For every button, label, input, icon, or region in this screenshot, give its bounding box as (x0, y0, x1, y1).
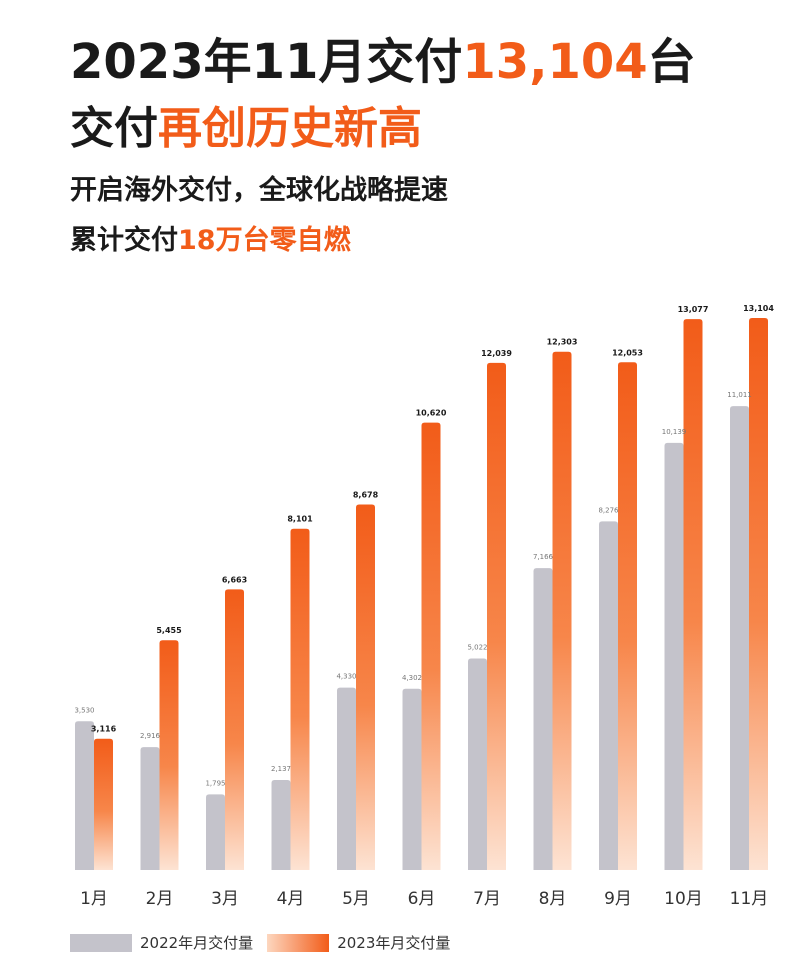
bar-2023-10 (683, 319, 703, 871)
legend-swatch-2022 (70, 933, 132, 952)
label-2023-5: 8,678 (353, 490, 379, 499)
bar-2023-2 (159, 640, 179, 870)
bar-2022-7 (468, 658, 487, 870)
label-2022-1: 3,530 (74, 706, 94, 714)
subheadline-safety-text: 18万台零自燃 (178, 225, 351, 256)
bar-2022-4 (271, 779, 291, 870)
label-2023-11: 13,104 (743, 304, 774, 313)
label-2023-1: 3,116 (91, 725, 117, 734)
bar-2023-8 (552, 351, 572, 870)
x-tick-11: 11月 (730, 889, 769, 909)
chart-value-labels: 3,530 3,116 2,916 5,455 1,795 6,663 2,137 8,101… (74, 304, 774, 787)
x-tick-9: 9月 (604, 889, 632, 909)
x-tick-1: 1月 (80, 889, 108, 909)
label-2022-8: 7,166 (533, 553, 554, 561)
label-2022-10: 10,139 (662, 428, 687, 436)
label-2023-6: 10,620 (416, 409, 447, 418)
subheadline-cumulative-prefix: 累计交付 (70, 225, 178, 256)
bar-2023-4 (290, 528, 310, 870)
bar-2023-5 (356, 504, 375, 870)
bar-2022-8 (533, 568, 553, 870)
bar-2023-11 (749, 318, 768, 870)
bar-2022-10 (664, 442, 684, 870)
legend-label-2023: 2023年月交付量 (337, 934, 451, 952)
chart-bars (75, 318, 768, 871)
label-2022-3: 1,795 (205, 779, 225, 787)
label-2023-8: 12,303 (547, 338, 578, 347)
x-tick-3: 3月 (211, 889, 239, 909)
label-2022-9: 8,276 (598, 506, 619, 514)
x-tick-5: 5月 (342, 889, 370, 909)
label-2023-7: 12,039 (481, 349, 512, 358)
label-2022-5: 4,330 (336, 673, 356, 681)
x-tick-10: 10月 (664, 889, 703, 909)
label-2023-3: 6,663 (222, 575, 247, 584)
label-2022-2: 2,916 (140, 732, 161, 740)
subheadline-cumulative: 累计交付18万台零自燃 (70, 218, 351, 257)
bar-2022-1 (75, 721, 94, 870)
label-2023-4: 8,101 (287, 515, 313, 524)
bar-2022-2 (140, 747, 160, 870)
label-2023-10: 13,077 (678, 305, 709, 314)
headline-line-1-suffix: 台 (647, 34, 696, 90)
subheadline-overseas: 开启海外交付，全球化战略提速 (70, 175, 448, 206)
bar-2022-6 (402, 688, 422, 870)
legend-item-2022: 2022年月交付量 (70, 932, 253, 953)
bar-2023-7 (487, 362, 506, 870)
bar-2022-5 (337, 687, 356, 870)
label-2022-7: 5,022 (467, 643, 487, 651)
bar-2022-3 (206, 794, 225, 870)
chart-x-tick-labels: 1月 2月 3月 4月 5月 6月 7月 8月 9月 10月 11月 (80, 889, 768, 909)
legend-label-2022: 2022年月交付量 (140, 934, 254, 952)
label-2023-2: 5,455 (156, 626, 182, 635)
bar-2023-3 (225, 589, 244, 870)
bar-2023-6 (421, 422, 441, 870)
headline-delivery-number: 13,104 (462, 34, 648, 90)
label-2022-4: 2,137 (271, 765, 291, 773)
bar-2023-9 (618, 362, 637, 870)
headline-line-1-prefix: 2023年11月交付 (70, 34, 463, 90)
x-tick-4: 4月 (277, 889, 305, 909)
headline-line-2-prefix: 交付 (70, 103, 158, 154)
legend-item-2023: 2023年月交付量 (267, 932, 450, 953)
label-2023-9: 12,053 (612, 348, 643, 357)
headline-record-text: 再创历史新高 (158, 103, 422, 154)
bar-2022-11 (730, 406, 749, 870)
headline-line-1: 2023年11月交付13,104台 (70, 22, 696, 92)
bar-2023-1 (94, 738, 113, 870)
headline-line-2: 交付再创历史新高 (70, 92, 422, 156)
chart-legend: 2022年月交付量 2023年月交付量 (70, 932, 464, 953)
x-tick-7: 7月 (473, 889, 501, 909)
x-tick-2: 2月 (146, 889, 174, 909)
label-2022-6: 4,302 (402, 674, 422, 682)
legend-swatch-2023 (267, 933, 330, 952)
x-tick-6: 6月 (408, 889, 436, 909)
label-2022-11: 11,011 (727, 391, 752, 399)
x-tick-8: 8月 (539, 889, 567, 909)
bar-2022-9 (599, 521, 618, 870)
